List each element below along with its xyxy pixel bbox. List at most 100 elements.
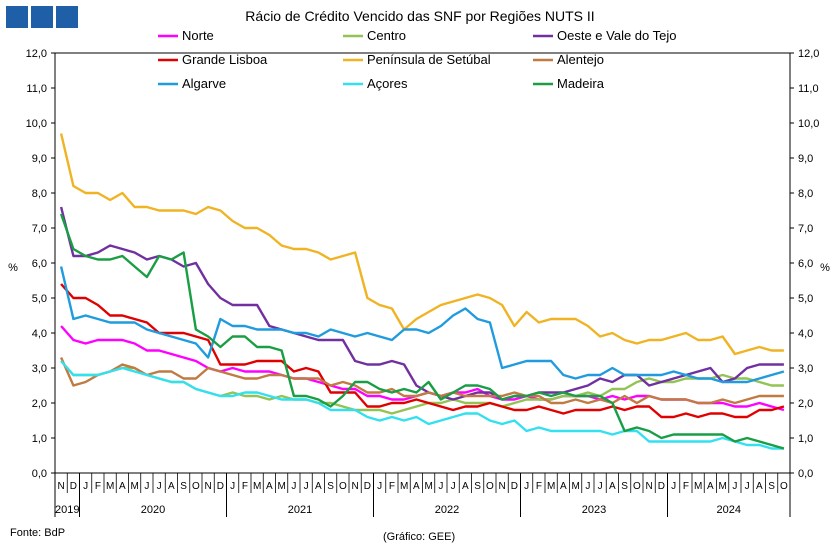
y-tick-label-left: 7,0 xyxy=(32,223,47,235)
x-month-label: A xyxy=(266,481,273,492)
logo-square xyxy=(6,6,28,28)
x-month-label: F xyxy=(683,481,689,492)
x-month-label: J xyxy=(598,481,603,492)
series-line-a-ores xyxy=(60,360,784,450)
x-month-label: J xyxy=(304,481,309,492)
y-tick-label-left: 9,0 xyxy=(32,153,47,165)
series-line-oeste-e-vale-do-tejo xyxy=(59,206,784,401)
y-tick-label-left: 1,0 xyxy=(32,433,47,445)
x-month-label: J xyxy=(438,481,443,492)
x-month-label: J xyxy=(524,481,529,492)
x-month-label: A xyxy=(560,481,567,492)
x-month-label: M xyxy=(130,481,138,492)
x-month-label: N xyxy=(646,481,653,492)
y-tick-label-right: 7,0 xyxy=(798,223,813,235)
x-month-label: D xyxy=(658,481,665,492)
x-year-label: 2021 xyxy=(288,504,312,516)
x-month-label: S xyxy=(768,481,775,492)
chart-title: Rácio de Crédito Vencido das SNF por Reg… xyxy=(245,8,594,24)
y-tick-label-right: 11,0 xyxy=(798,83,819,95)
source-note: Fonte: BdP xyxy=(10,527,66,539)
x-month-label: M xyxy=(547,481,555,492)
x-month-label: J xyxy=(291,481,296,492)
y-axis-label-right: % xyxy=(820,262,830,274)
legend-label: Madeira xyxy=(557,76,605,91)
x-month-label: M xyxy=(253,481,261,492)
y-axis-label-left: % xyxy=(8,262,18,274)
y-tick-label-left: 5,0 xyxy=(32,293,47,305)
y-tick-label-right: 4,0 xyxy=(798,328,813,340)
x-month-label: F xyxy=(242,481,248,492)
x-month-label: J xyxy=(745,481,750,492)
x-month-label: A xyxy=(462,481,469,492)
chart-credit: (Gráfico: GEE) xyxy=(383,531,456,543)
x-month-label: J xyxy=(144,481,149,492)
x-month-label: S xyxy=(327,481,334,492)
x-month-label: M xyxy=(571,481,579,492)
x-month-label: M xyxy=(424,481,432,492)
x-month-label: J xyxy=(732,481,737,492)
x-month-label: J xyxy=(451,481,456,492)
logo-square xyxy=(56,6,78,28)
legend-label: Grande Lisboa xyxy=(182,52,268,67)
x-year-label: 2020 xyxy=(141,504,165,516)
x-month-label: M xyxy=(694,481,702,492)
y-tick-label-left: 12,0 xyxy=(26,48,47,60)
legend-label: Algarve xyxy=(182,76,226,91)
legend-label: Península de Setúbal xyxy=(367,52,491,67)
x-year-label: 2023 xyxy=(582,504,606,516)
y-tick-label-left: 3,0 xyxy=(32,363,47,375)
y-tick-label-left: 10,0 xyxy=(26,118,47,130)
y-tick-label-left: 11,0 xyxy=(26,83,47,95)
logo-square xyxy=(31,6,53,28)
series-line-alentejo xyxy=(60,357,784,405)
x-month-label: S xyxy=(180,481,187,492)
x-month-label: O xyxy=(339,481,347,492)
series-line-madeira xyxy=(59,213,785,450)
y-tick-label-right: 10,0 xyxy=(798,118,819,130)
y-tick-label-left: 2,0 xyxy=(32,398,47,410)
series-line-algarve xyxy=(59,266,785,384)
legend-label: Oeste e Vale do Tejo xyxy=(557,28,677,43)
y-tick-label-right: 0,0 xyxy=(798,468,813,480)
y-tick-label-right: 1,0 xyxy=(798,433,813,445)
x-month-label: J xyxy=(83,481,88,492)
x-month-label: A xyxy=(168,481,175,492)
x-month-label: S xyxy=(621,481,628,492)
x-month-label: D xyxy=(511,481,518,492)
y-tick-label-right: 3,0 xyxy=(798,363,813,375)
x-month-label: S xyxy=(474,481,481,492)
x-month-label: J xyxy=(585,481,590,492)
series-line-pen-nsula-de-set-bal xyxy=(59,133,784,356)
x-month-label: A xyxy=(756,481,763,492)
y-tick-label-left: 8,0 xyxy=(32,188,47,200)
gee-logo xyxy=(6,6,78,28)
y-tick-label-right: 12,0 xyxy=(798,48,819,60)
x-month-label: J xyxy=(377,481,382,492)
x-month-label: N xyxy=(352,481,359,492)
x-month-label: M xyxy=(277,481,285,492)
x-month-label: F xyxy=(389,481,395,492)
series-line-grande-lisboa xyxy=(60,283,785,419)
legend-label: Norte xyxy=(182,28,214,43)
x-year-label: 2024 xyxy=(717,504,741,516)
y-tick-label-left: 0,0 xyxy=(32,468,47,480)
y-tick-label-right: 6,0 xyxy=(798,258,813,270)
x-month-label: A xyxy=(707,481,714,492)
x-month-label: A xyxy=(413,481,420,492)
x-month-label: O xyxy=(192,481,200,492)
y-tick-label-left: 6,0 xyxy=(32,258,47,270)
y-tick-label-right: 8,0 xyxy=(798,188,813,200)
x-month-label: N xyxy=(499,481,506,492)
x-month-label: F xyxy=(95,481,101,492)
x-month-label: F xyxy=(536,481,542,492)
y-tick-label-right: 2,0 xyxy=(798,398,813,410)
x-month-label: J xyxy=(157,481,162,492)
legend-label: Açores xyxy=(367,76,408,91)
x-month-label: M xyxy=(718,481,726,492)
x-month-label: N xyxy=(58,481,65,492)
x-month-label: D xyxy=(364,481,371,492)
y-tick-label-right: 9,0 xyxy=(798,153,813,165)
series-line-norte xyxy=(60,325,785,412)
